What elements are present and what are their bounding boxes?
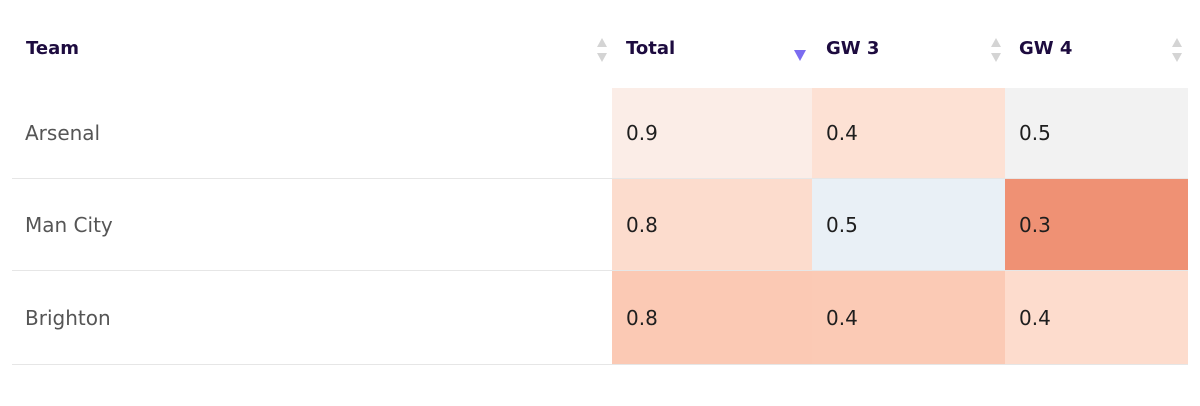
value-cell: 0.4 [812,271,1005,364]
team-name: Arsenal [25,121,101,145]
column-header[interactable]: Team [26,37,79,59]
value-cell: 0.9 [612,88,812,178]
value-cell: 0.5 [1005,88,1188,178]
column-header[interactable]: Total [626,37,676,59]
row-divider [12,178,1188,179]
sort-icon-active[interactable] [793,48,807,62]
value-cell: 0.5 [812,179,1005,270]
team-name: Brighton [25,305,111,330]
column-header[interactable]: GW 3 [826,37,880,59]
row-divider [12,364,1188,365]
value-cell: 0.8 [612,271,812,364]
row-divider [12,270,1188,271]
column-header[interactable]: GW 4 [1019,37,1073,59]
value-cell: 0.4 [1005,271,1188,364]
value-cell: 0.4 [812,88,1005,178]
sort-icon[interactable] [990,37,1002,63]
value-cell: 0.3 [1005,179,1188,270]
value-cell: 0.8 [612,179,812,270]
sort-icon[interactable] [596,37,608,63]
sort-icon[interactable] [1171,37,1183,63]
team-name: Man City [25,212,113,237]
